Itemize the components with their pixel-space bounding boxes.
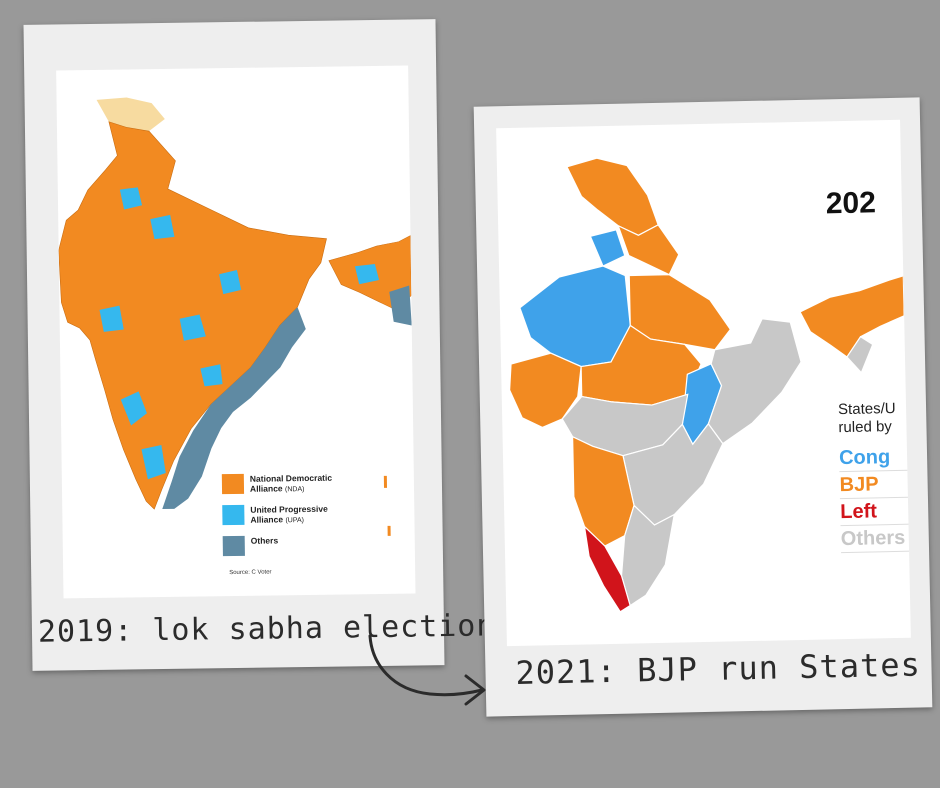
region-upa-6 bbox=[120, 391, 147, 426]
state-ne-others bbox=[846, 335, 874, 374]
region-upa-ne bbox=[354, 264, 380, 285]
region-others-east bbox=[162, 307, 306, 510]
region-upa-7 bbox=[141, 445, 166, 480]
state-northeast bbox=[799, 274, 905, 358]
state-kerala bbox=[583, 524, 631, 613]
map-2021-bjp-states: 202 States/U ruled by Cong BJP Left Othe… bbox=[496, 119, 911, 647]
andaman-islands bbox=[383, 475, 388, 488]
map-2019-lok-sabha: National Democratic Alliance (NDA) United… bbox=[56, 65, 416, 599]
arrow-curve bbox=[368, 634, 484, 697]
india-map-2019 bbox=[58, 97, 412, 536]
region-upa-1 bbox=[119, 187, 143, 210]
polaroid-2021: 202 States/U ruled by Cong BJP Left Othe… bbox=[473, 97, 933, 717]
region-upa-2 bbox=[150, 214, 175, 240]
arrow-head-icon bbox=[464, 674, 486, 706]
region-nda bbox=[58, 121, 327, 510]
region-upa-3 bbox=[99, 305, 124, 332]
region-kashmir-other bbox=[96, 97, 165, 132]
region-others-ne bbox=[389, 285, 412, 326]
india-map-2021 bbox=[508, 157, 905, 613]
region-upa-8 bbox=[200, 364, 223, 387]
polaroid-2019: National Democratic Alliance (NDA) United… bbox=[23, 19, 515, 671]
nicobar-islands bbox=[387, 525, 391, 536]
region-upa-4 bbox=[179, 314, 206, 341]
region-upa-5 bbox=[219, 269, 242, 295]
state-east-others bbox=[707, 318, 802, 445]
state-north bbox=[617, 224, 680, 276]
state-punjab bbox=[589, 229, 626, 267]
